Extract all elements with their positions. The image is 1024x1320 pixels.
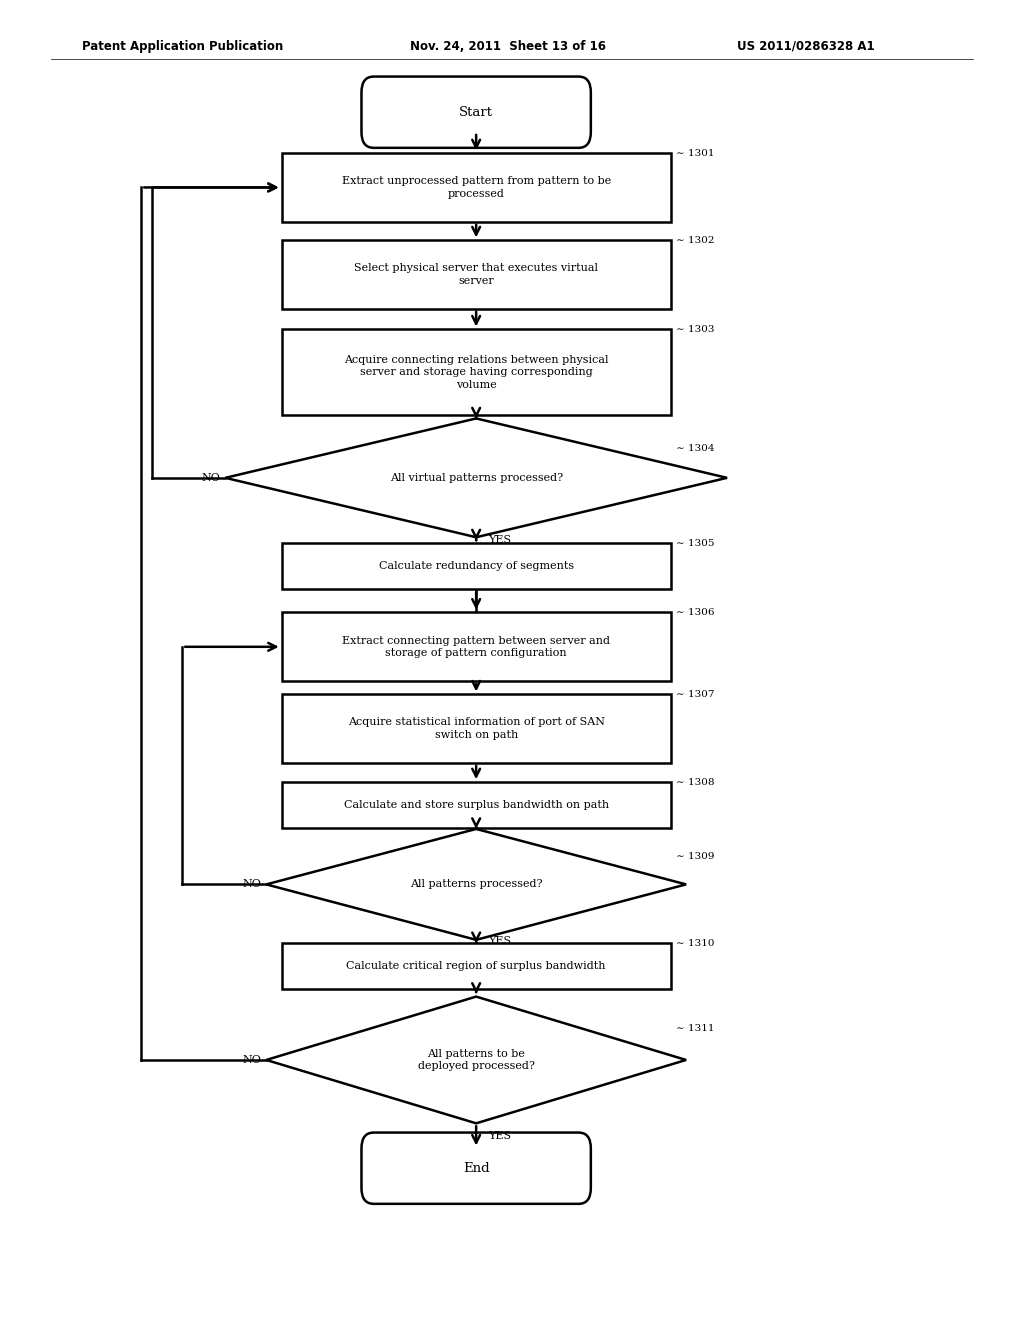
Text: Calculate and store surplus bandwidth on path: Calculate and store surplus bandwidth on… xyxy=(344,800,608,810)
Text: US 2011/0286328 A1: US 2011/0286328 A1 xyxy=(737,40,874,53)
Text: Patent Application Publication: Patent Application Publication xyxy=(82,40,284,53)
FancyBboxPatch shape xyxy=(282,781,671,829)
FancyBboxPatch shape xyxy=(361,1133,591,1204)
Text: ∼ 1302: ∼ 1302 xyxy=(676,236,715,244)
Text: YES: YES xyxy=(488,535,512,545)
Text: Start: Start xyxy=(459,106,494,119)
Text: YES: YES xyxy=(488,936,512,946)
Text: All virtual patterns processed?: All virtual patterns processed? xyxy=(389,473,563,483)
Text: Calculate critical region of surplus bandwidth: Calculate critical region of surplus ban… xyxy=(346,961,606,972)
FancyBboxPatch shape xyxy=(282,240,671,309)
FancyBboxPatch shape xyxy=(282,544,671,589)
FancyBboxPatch shape xyxy=(282,153,671,222)
Text: ∼ 1306: ∼ 1306 xyxy=(676,609,715,616)
Text: Calculate redundancy of segments: Calculate redundancy of segments xyxy=(379,561,573,572)
Text: Nov. 24, 2011  Sheet 13 of 16: Nov. 24, 2011 Sheet 13 of 16 xyxy=(410,40,605,53)
Text: NO: NO xyxy=(243,1055,261,1065)
FancyBboxPatch shape xyxy=(282,330,671,414)
Text: ∼ 1303: ∼ 1303 xyxy=(676,325,715,334)
Text: ∼ 1311: ∼ 1311 xyxy=(676,1024,715,1032)
Text: ∼ 1309: ∼ 1309 xyxy=(676,853,715,861)
Polygon shape xyxy=(266,829,686,940)
Text: NO: NO xyxy=(243,879,261,890)
Text: NO: NO xyxy=(202,473,220,483)
Text: FIG. 13: FIG. 13 xyxy=(437,77,515,95)
Text: End: End xyxy=(463,1162,489,1175)
Text: Acquire connecting relations between physical
server and storage having correspo: Acquire connecting relations between phy… xyxy=(344,355,608,389)
Text: ∼ 1307: ∼ 1307 xyxy=(676,690,715,698)
FancyBboxPatch shape xyxy=(282,694,671,763)
Text: Extract unprocessed pattern from pattern to be
processed: Extract unprocessed pattern from pattern… xyxy=(342,177,610,198)
Text: All patterns to be
deployed processed?: All patterns to be deployed processed? xyxy=(418,1049,535,1071)
Text: Extract connecting pattern between server and
storage of pattern configuration: Extract connecting pattern between serve… xyxy=(342,636,610,657)
Text: ∼ 1308: ∼ 1308 xyxy=(676,777,715,787)
FancyBboxPatch shape xyxy=(282,942,671,990)
Text: YES: YES xyxy=(488,1131,512,1140)
Text: Select physical server that executes virtual
server: Select physical server that executes vir… xyxy=(354,264,598,285)
Text: ∼ 1310: ∼ 1310 xyxy=(676,939,715,948)
Text: Acquire statistical information of port of SAN
switch on path: Acquire statistical information of port … xyxy=(348,718,604,739)
Text: ∼ 1301: ∼ 1301 xyxy=(676,149,715,157)
Text: ∼ 1304: ∼ 1304 xyxy=(676,444,715,453)
FancyBboxPatch shape xyxy=(361,77,591,148)
Polygon shape xyxy=(266,997,686,1123)
Polygon shape xyxy=(225,418,727,537)
FancyBboxPatch shape xyxy=(282,612,671,681)
Text: ∼ 1305: ∼ 1305 xyxy=(676,539,715,548)
Text: All patterns processed?: All patterns processed? xyxy=(410,879,543,890)
